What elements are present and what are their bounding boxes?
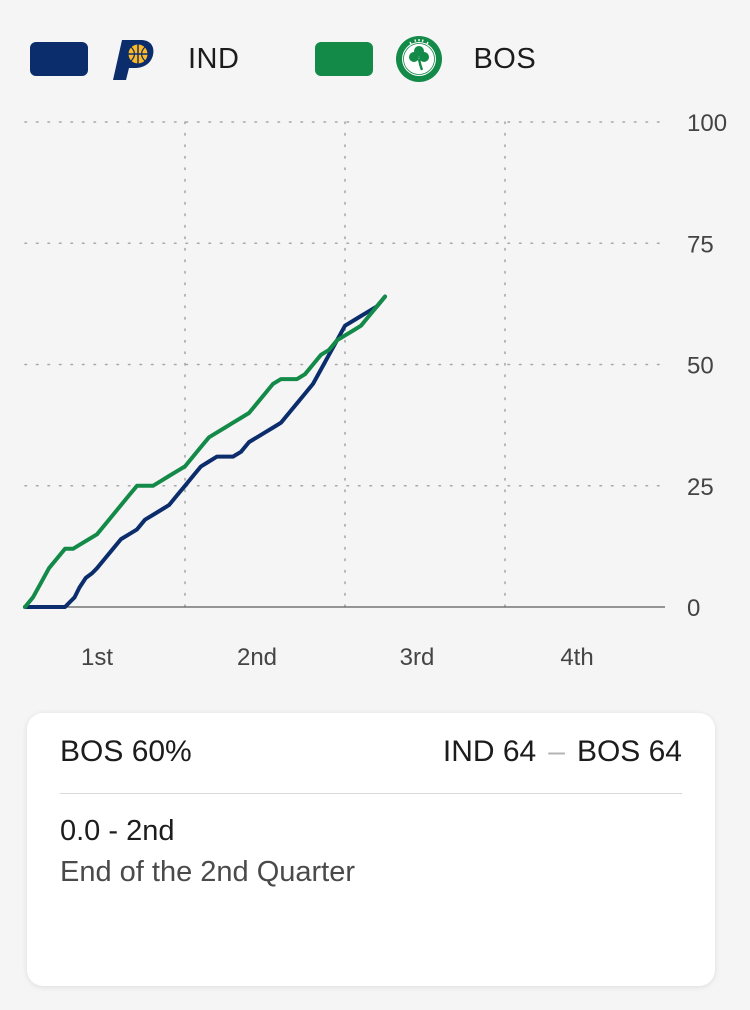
win-probability-text: BOS 60% [60,735,192,768]
card-summary-row: BOS 60% IND 64 – BOS 64 [60,735,682,769]
score-text: IND 64 – BOS 64 [443,735,682,769]
game-info-card: BOS 60% IND 64 – BOS 64 0.0 - 2nd End of… [27,713,715,986]
chart-grid [24,121,666,608]
game-clock: 0.0 - 2nd [60,815,175,847]
card-divider [60,793,682,794]
win-probability-chart: 0 25 50 75 100 1st 2nd 3rd 4th [23,110,727,671]
score-bos: BOS 64 [576,735,682,768]
score-ind: IND 64 [442,735,537,768]
series-line-ind [23,294,387,609]
x-tick-label-3rd: 3rd [400,644,435,671]
y-tick-label-75: 75 [687,231,714,258]
y-tick-label-50: 50 [687,353,714,380]
y-axis-labels: 0 25 50 75 100 [687,110,727,622]
bos-color-swatch [315,42,374,76]
x-tick-label-1st: 1st [81,644,113,671]
pacers-logo-icon [113,40,154,80]
game-event-description: End of the 2nd Quarter [60,856,356,888]
y-tick-label-25: 25 [687,474,714,501]
legend: IND BOS [30,34,536,84]
legend-label-ind: IND [188,42,240,75]
x-tick-label-2nd: 2nd [237,644,277,671]
x-axis-labels: 1st 2nd 3rd 4th [81,644,594,671]
legend-item-bos: BOS [315,35,536,83]
series-line-bos [23,294,387,609]
score-separator: – [548,735,565,768]
legend-label-bos: BOS [473,42,537,75]
celtics-logo-icon [396,36,443,82]
x-tick-label-4th: 4th [560,644,593,671]
ind-color-swatch [30,42,88,76]
y-tick-label-0: 0 [687,595,700,622]
y-tick-label-100: 100 [687,110,727,137]
legend-item-ind: IND [30,35,239,83]
chart-series [23,294,387,609]
